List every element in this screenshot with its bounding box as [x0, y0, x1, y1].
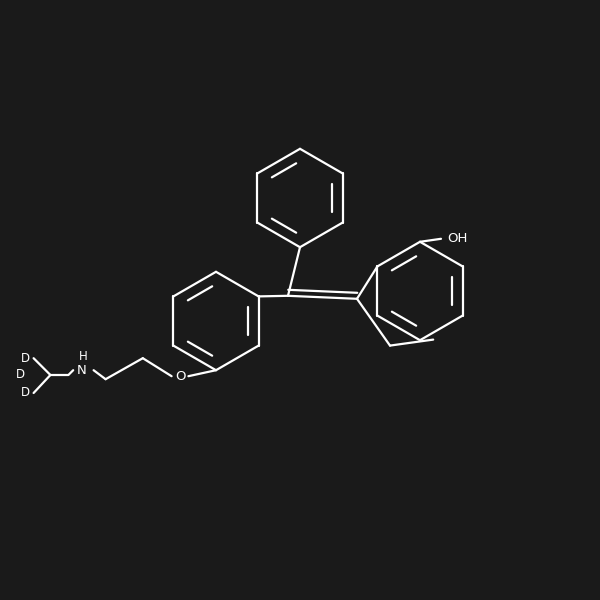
Text: D: D — [21, 352, 30, 365]
Text: D: D — [21, 386, 30, 400]
Text: O: O — [175, 370, 185, 383]
Text: OH: OH — [447, 232, 467, 245]
Text: H: H — [79, 350, 87, 364]
Text: D: D — [16, 368, 25, 382]
Text: N: N — [77, 364, 86, 377]
